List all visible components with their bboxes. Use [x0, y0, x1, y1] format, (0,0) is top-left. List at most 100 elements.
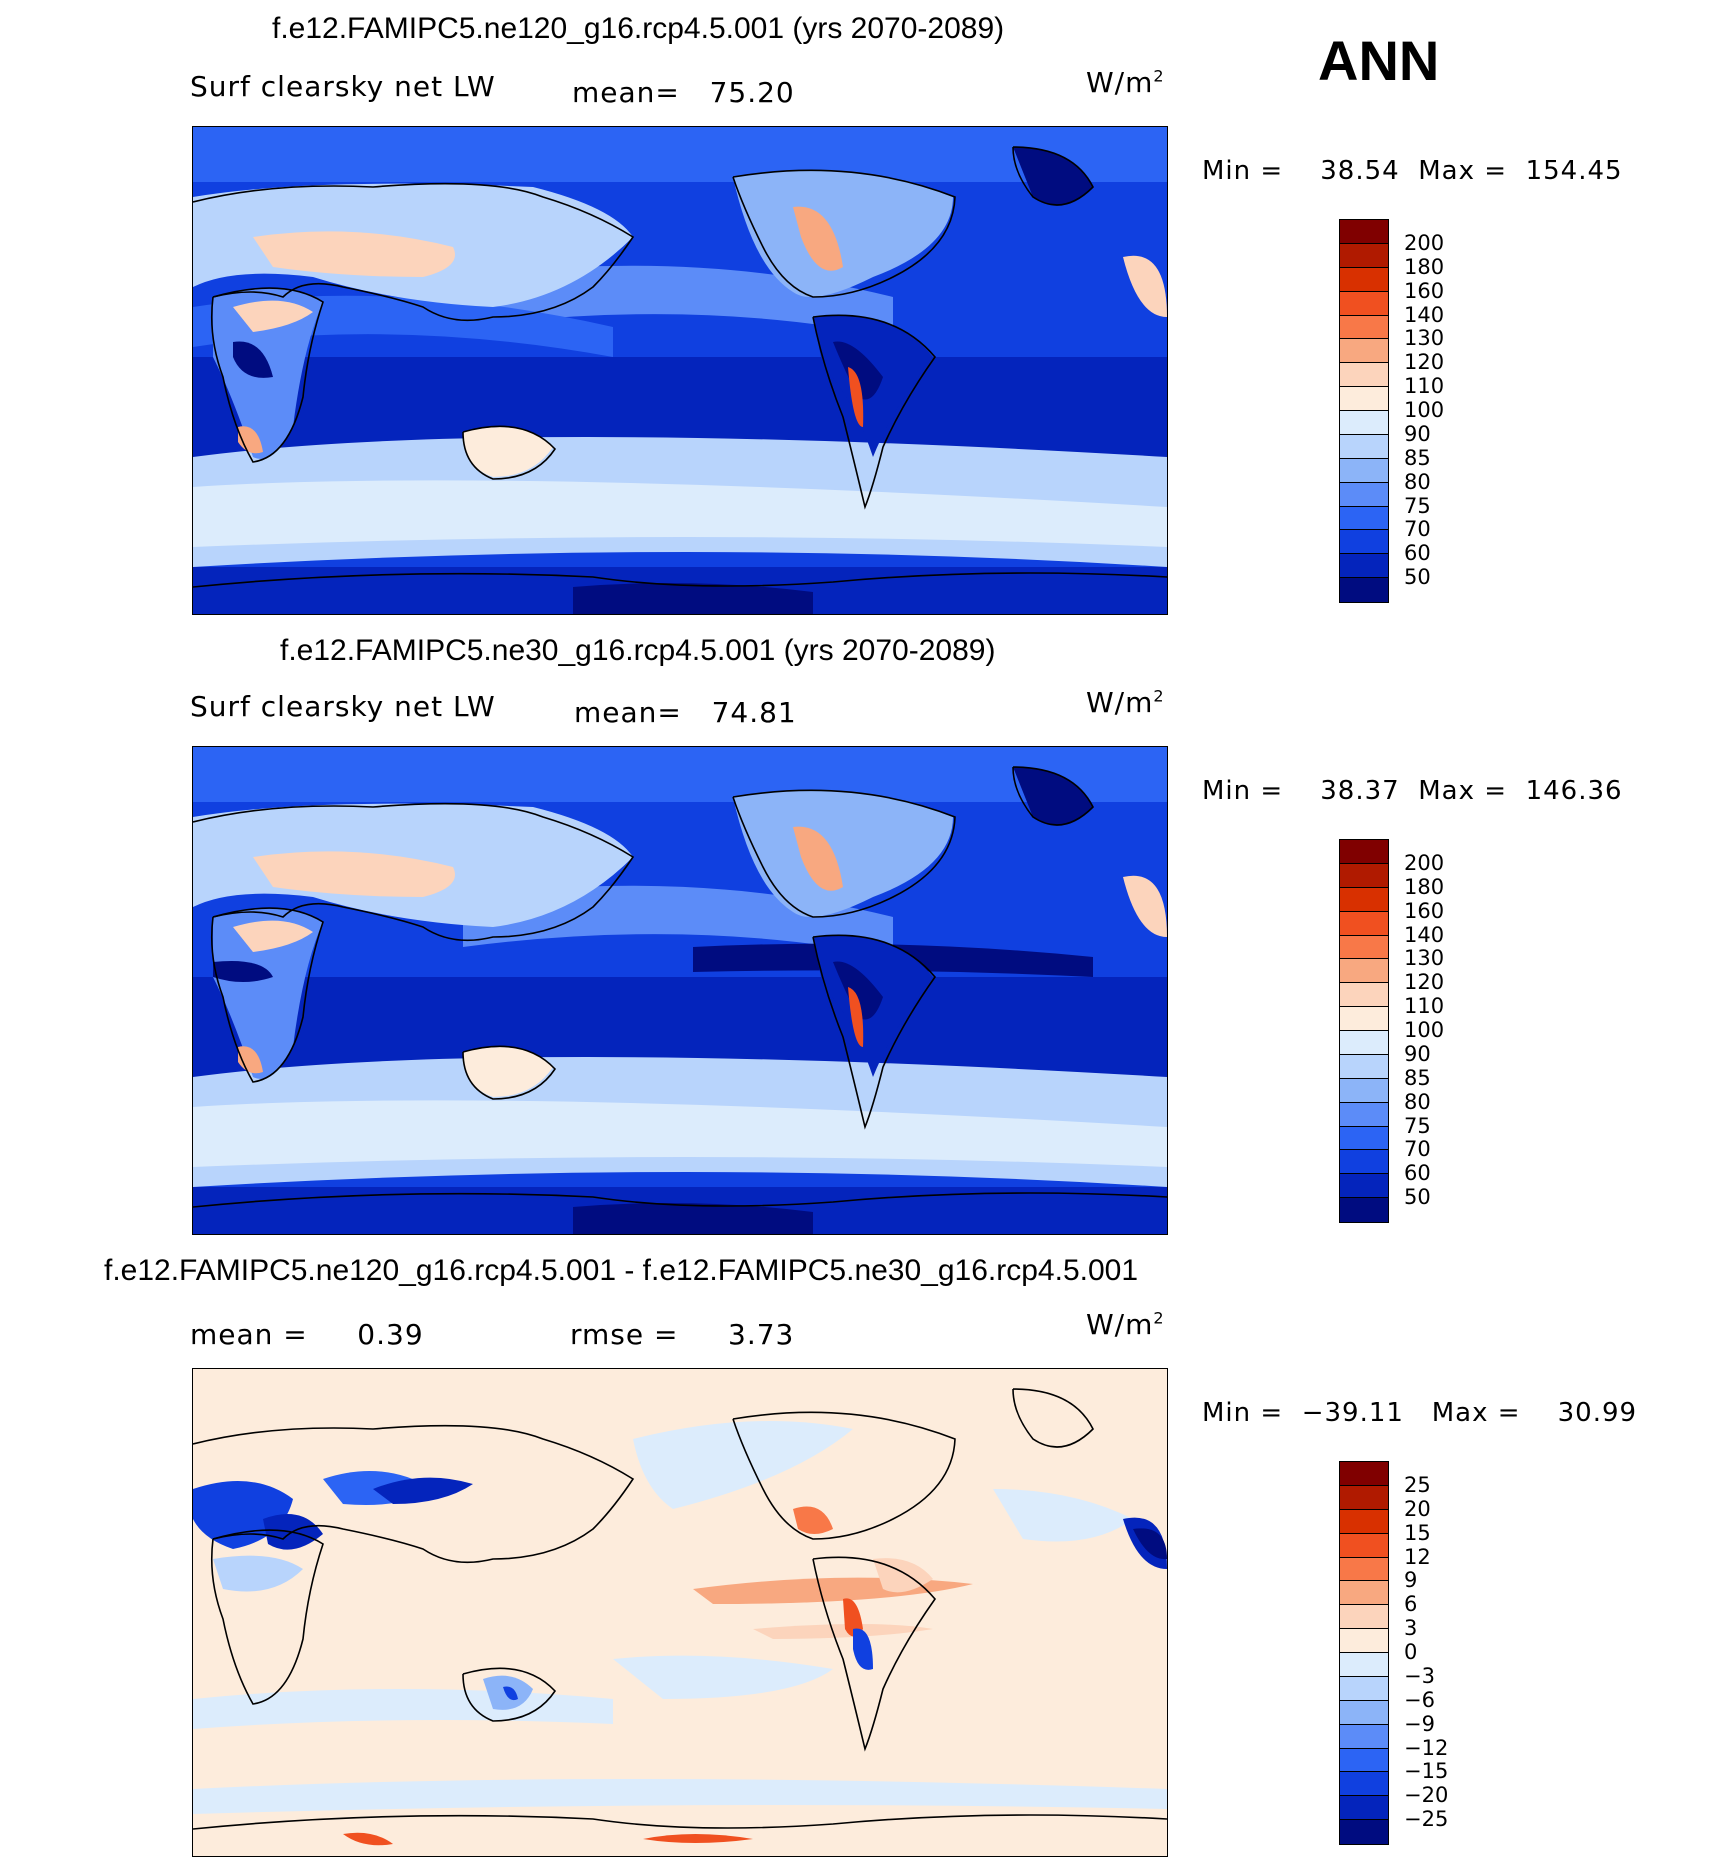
panel1-units-exp: 2: [1153, 66, 1165, 86]
colorbar-swatch: [1340, 1198, 1388, 1222]
colorbar-swatch: [1340, 1533, 1388, 1558]
colorbar-tick-label: 80: [1404, 1089, 1431, 1114]
panel1-minmax: Min = 38.54 Max = 154.45: [1202, 156, 1623, 186]
panel3-min-label: Min =: [1202, 1398, 1284, 1428]
colorbar-swatch: [1340, 1557, 1388, 1582]
colorbar-swatch: [1340, 959, 1388, 984]
colorbar-swatch: [1340, 1174, 1388, 1199]
colorbar-tick-label: 20: [1404, 1496, 1431, 1521]
colorbar-tick-label: −15: [1404, 1759, 1449, 1784]
colorbar-tick-label: 50: [1404, 565, 1431, 590]
colorbar-tick-label: 100: [1404, 1018, 1445, 1042]
colorbar-swatch: [1340, 267, 1388, 292]
colorbar-tick-label: 160: [1404, 898, 1445, 923]
colorbar-tick-label: 50: [1404, 1185, 1431, 1210]
colorbar-swatch: [1340, 1629, 1388, 1653]
panel3-mean-label: mean =: [190, 1318, 308, 1351]
colorbar-swatch: [1340, 840, 1388, 864]
colorbar-swatch: [1340, 1150, 1388, 1175]
colorbar-swatch: [1340, 411, 1388, 435]
panel1-map-svg: [193, 127, 1167, 614]
panel2-units-base: W/m: [1086, 686, 1154, 719]
panel2-variable: Surf clearsky net LW: [190, 690, 496, 723]
colorbar-tick-label: 75: [1404, 1113, 1431, 1138]
panel2-units-exp: 2: [1153, 686, 1165, 706]
colorbar-swatch: [1340, 363, 1388, 388]
panel3-minmax: Min = −39.11 Max = 30.99: [1202, 1398, 1637, 1428]
colorbar-tick-label: 130: [1404, 946, 1445, 971]
colorbar-tick-label: 200: [1404, 230, 1445, 255]
colorbar-tick-label: 3: [1404, 1616, 1418, 1641]
colorbar-tick-label: 12: [1404, 1544, 1431, 1569]
colorbar-swatch: [1340, 1748, 1388, 1773]
colorbar-swatch: [1340, 530, 1388, 555]
colorbar-tick-label: 130: [1404, 326, 1445, 351]
panel3-mean-value: 0.39: [357, 1318, 424, 1351]
panel3-map: [192, 1368, 1168, 1857]
panel3-map-svg: [193, 1369, 1167, 1856]
colorbar-tick-label: 70: [1404, 1137, 1431, 1162]
colorbar-swatch: [1340, 1653, 1388, 1677]
panel3-mean: mean = 0.39: [190, 1318, 424, 1351]
colorbar-swatch: [1340, 339, 1388, 364]
colorbar-swatch: [1340, 1031, 1388, 1055]
colorbar-swatch: [1340, 482, 1388, 507]
colorbar-swatch: [1340, 387, 1388, 411]
panel2-colorbar: [1339, 839, 1389, 1223]
colorbar-tick-label: 180: [1404, 874, 1445, 899]
colorbar-swatch: [1340, 1102, 1388, 1127]
panel1-mean-label: mean=: [572, 76, 680, 109]
panel3-max-label: Max =: [1431, 1398, 1521, 1428]
season-label: ANN: [1318, 29, 1440, 92]
colorbar-swatch: [1340, 1700, 1388, 1725]
colorbar-tick-label: 9: [1404, 1568, 1418, 1593]
colorbar-tick-label: 180: [1404, 254, 1445, 279]
panel2-min-value: 38.37: [1320, 776, 1400, 806]
colorbar-swatch: [1340, 220, 1388, 244]
colorbar-tick-label: −25: [1404, 1807, 1449, 1832]
colorbar-tick-label: 90: [1404, 421, 1431, 446]
colorbar-tick-label: 160: [1404, 278, 1445, 303]
colorbar-swatch: [1340, 1581, 1388, 1606]
panel1-mean: mean= 75.20: [572, 76, 795, 109]
panel1-units-base: W/m: [1086, 66, 1154, 99]
colorbar-swatch: [1340, 506, 1388, 531]
panel1-min-value: 38.54: [1320, 156, 1400, 186]
colorbar-tick-label: −9: [1404, 1711, 1435, 1736]
panel1-min-label: Min =: [1202, 156, 1284, 186]
colorbar-swatch: [1340, 1485, 1388, 1510]
colorbar-swatch: [1340, 458, 1388, 483]
panel1-max-label: Max =: [1418, 156, 1508, 186]
panel2-title: f.e12.FAMIPC5.ne30_g16.rcp4.5.001 (yrs 2…: [280, 634, 996, 667]
colorbar-swatch: [1340, 983, 1388, 1008]
colorbar-tick-label: 70: [1404, 517, 1431, 542]
colorbar-swatch: [1340, 1676, 1388, 1701]
panel3-colorbar: [1339, 1461, 1389, 1845]
panel3-colorbar-cells: [1340, 1462, 1388, 1844]
panel3-min-value: −39.11: [1301, 1398, 1404, 1428]
colorbar-tick-label: 140: [1404, 922, 1445, 947]
colorbar-tick-label: 85: [1404, 1065, 1431, 1090]
colorbar-tick-label: 6: [1404, 1592, 1418, 1617]
panel3-rmse-value: 3.73: [728, 1318, 795, 1351]
panel1-colorbar-cells: [1340, 220, 1388, 602]
colorbar-swatch: [1340, 554, 1388, 579]
colorbar-tick-label: −3: [1404, 1663, 1435, 1688]
colorbar-tick-label: 110: [1404, 374, 1445, 399]
colorbar-tick-label: 120: [1404, 970, 1445, 995]
colorbar-tick-label: 60: [1404, 541, 1431, 566]
colorbar-tick-label: 80: [1404, 469, 1431, 494]
panel3-units-base: W/m: [1086, 1308, 1154, 1341]
colorbar-swatch: [1340, 1007, 1388, 1031]
panel2-minmax: Min = 38.37 Max = 146.36: [1202, 776, 1623, 806]
colorbar-swatch: [1340, 1796, 1388, 1821]
colorbar-swatch: [1340, 1078, 1388, 1103]
colorbar-swatch: [1340, 1605, 1388, 1630]
panel2-map: [192, 746, 1168, 1235]
colorbar-swatch: [1340, 315, 1388, 340]
colorbar-swatch: [1340, 1054, 1388, 1079]
panel2-max-label: Max =: [1418, 776, 1508, 806]
colorbar-tick-label: 140: [1404, 302, 1445, 327]
panel2-min-label: Min =: [1202, 776, 1284, 806]
colorbar-tick-label: 60: [1404, 1161, 1431, 1186]
